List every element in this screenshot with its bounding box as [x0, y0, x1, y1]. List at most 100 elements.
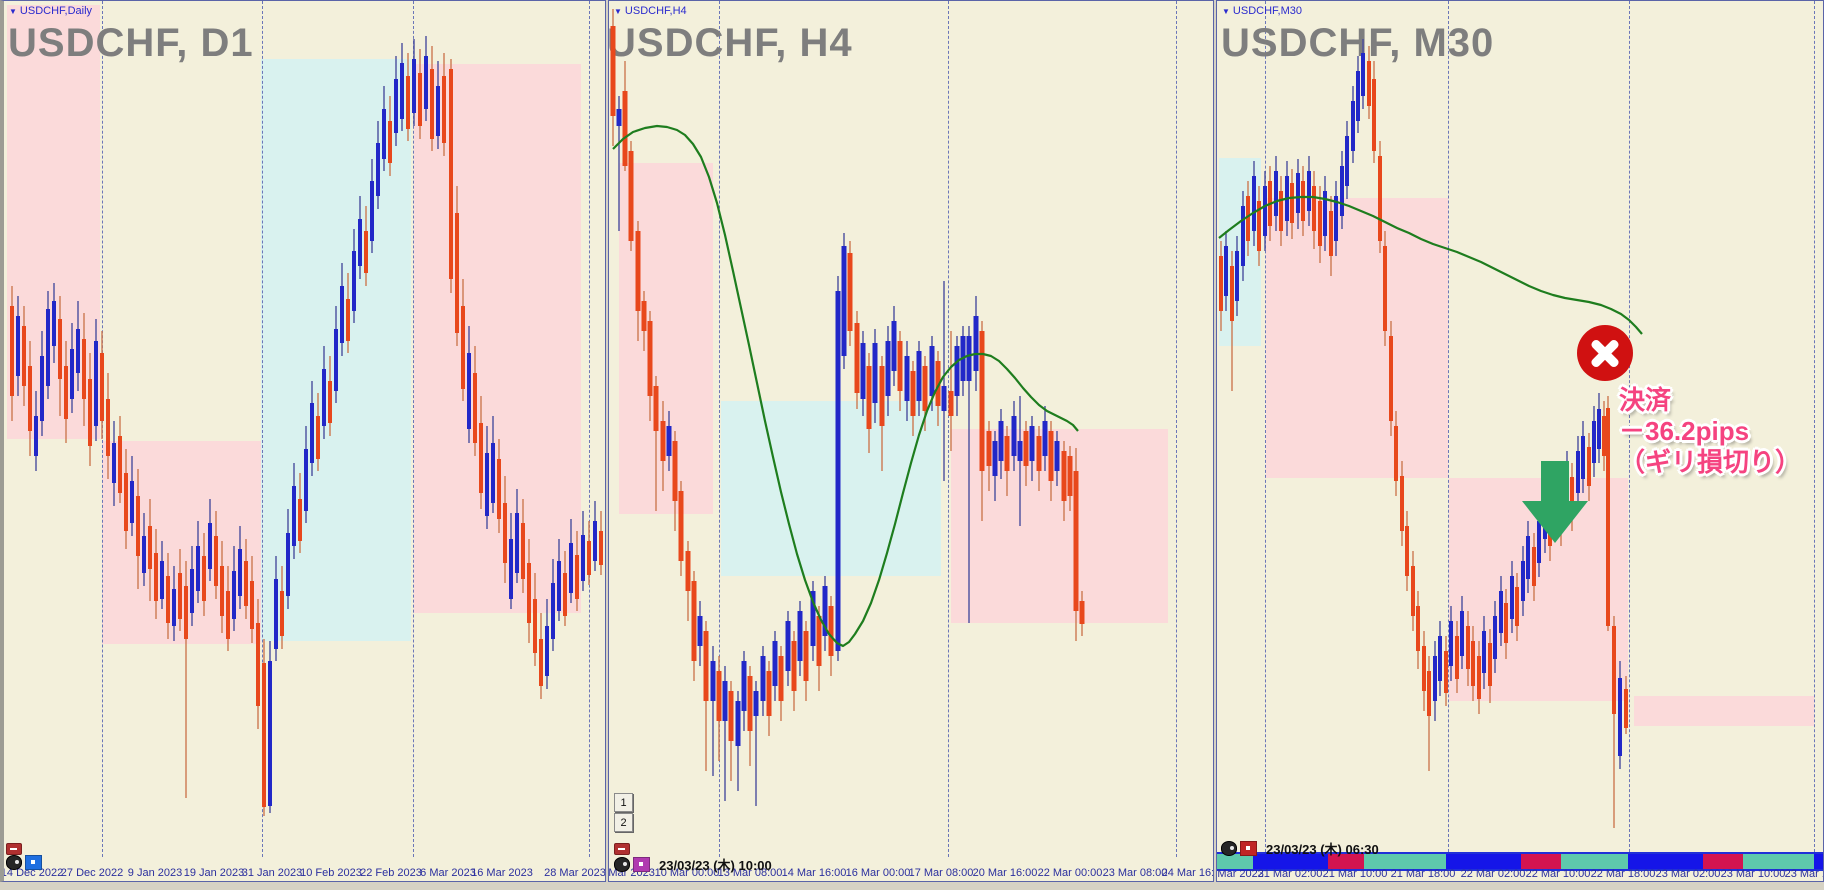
candle [1433, 656, 1437, 701]
chart-tab-m30[interactable]: ▼ USDCHF,M30 [1222, 5, 1302, 17]
candle [485, 453, 489, 516]
price-zone-pink [414, 64, 581, 613]
candle [292, 486, 296, 546]
candle [948, 391, 954, 416]
candle [785, 621, 791, 671]
candle [979, 331, 985, 471]
candle [1455, 636, 1459, 679]
candle [304, 449, 308, 511]
candle [100, 353, 104, 421]
candle [885, 341, 891, 396]
candle [136, 496, 140, 556]
candle [1224, 246, 1228, 296]
candle [1466, 626, 1470, 669]
chart-tab-d1[interactable]: ▼ USDCHF,Daily [9, 5, 92, 17]
time-axis-label: 16 Mar 00:00 [845, 867, 911, 879]
minimize-icon[interactable] [6, 843, 22, 855]
time-axis-label: 16 Mar 2023 [471, 867, 533, 879]
candle [232, 571, 236, 619]
object-button-2[interactable]: 2 [614, 813, 633, 832]
candle [497, 459, 501, 519]
candle [334, 329, 338, 391]
chart-tab-h4[interactable]: ▼ USDCHF,H4 [614, 5, 687, 17]
chevron-down-icon[interactable]: ▼ [9, 7, 17, 16]
candle [376, 143, 380, 196]
candle [766, 671, 772, 716]
session-segment-red [1521, 854, 1561, 869]
candle [1235, 251, 1239, 301]
chevron-down-icon[interactable]: ▼ [614, 7, 622, 16]
candle [966, 336, 972, 381]
candle [1230, 266, 1234, 321]
candle [1624, 689, 1628, 728]
period-separator [1629, 1, 1630, 857]
zone-layer [4, 1, 605, 881]
time-axis-label: 17 Mar 08:00 [908, 867, 974, 879]
candle [124, 473, 128, 531]
object-button-1[interactable]: 1 [614, 793, 633, 812]
candle [557, 561, 561, 611]
candle [1532, 547, 1536, 586]
time-axis-label: 20 Mar 2023 [1217, 868, 1264, 880]
candle [172, 589, 176, 626]
candle [879, 366, 885, 426]
candle [256, 623, 260, 706]
candle [872, 343, 878, 403]
candlestick-plot [1218, 39, 1643, 828]
chart-window-usdchf-d1: USDCHF, D1 ▼ USDCHF,Daily 14 Dec 2022 27 D… [0, 0, 606, 882]
quick-trade-icon[interactable] [614, 857, 630, 872]
indicator-icon[interactable] [1240, 841, 1257, 856]
candle [40, 356, 44, 421]
minimize-icon[interactable] [614, 843, 630, 855]
candle [28, 366, 32, 431]
candle [1307, 171, 1311, 211]
candle [515, 513, 519, 573]
candle [88, 379, 92, 446]
candle [1422, 646, 1426, 691]
candle [461, 306, 465, 389]
candle [941, 386, 947, 411]
candle [1367, 61, 1371, 106]
time-axis-label: 9 Jan 2023 [127, 867, 183, 879]
candle [214, 536, 218, 586]
candle [1318, 201, 1322, 246]
period-separator [1448, 1, 1449, 857]
candle [678, 491, 684, 561]
indicator-icon[interactable] [25, 855, 42, 870]
candle [563, 573, 567, 616]
chart-toolbar [6, 855, 42, 870]
time-axis-label: 27 Dec 2022 [60, 867, 124, 879]
candle [1219, 256, 1223, 311]
time-axis-label: 23 Mar 10:00 [1720, 868, 1786, 880]
candle [1011, 416, 1017, 456]
session-segment-red [1328, 854, 1364, 869]
candle [298, 499, 302, 541]
candle [340, 286, 344, 343]
candle [973, 316, 979, 371]
callout-line: （ギリ損切り） [1619, 447, 1802, 477]
chevron-down-icon[interactable]: ▼ [1222, 7, 1230, 16]
candle [1449, 621, 1453, 666]
callout-line: 決済 [1619, 385, 1672, 415]
candle [94, 341, 98, 426]
candle [910, 371, 916, 416]
quick-trade-icon[interactable] [1221, 841, 1237, 856]
candle [178, 573, 182, 619]
candle [1576, 451, 1580, 493]
time-axis-label: 21 Mar 18:00 [1390, 868, 1456, 880]
quick-trade-icon[interactable] [6, 855, 22, 870]
time-axis-label: 23 Mar 18:00 [1784, 868, 1823, 880]
time-axis-label: 22 Mar 18:00 [1590, 868, 1656, 880]
indicator-icon[interactable] [633, 857, 650, 872]
period-separator [948, 1, 949, 857]
candle [142, 536, 146, 573]
candle [816, 616, 822, 666]
candle [310, 403, 314, 463]
candle [660, 421, 666, 461]
candle [587, 541, 591, 575]
candle [922, 366, 928, 411]
callout-line: －36.2pips [1619, 416, 1750, 446]
candle [533, 599, 537, 653]
candle [828, 606, 834, 656]
